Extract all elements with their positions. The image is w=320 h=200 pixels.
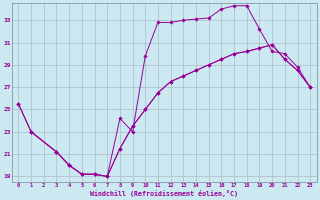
X-axis label: Windchill (Refroidissement éolien,°C): Windchill (Refroidissement éolien,°C) xyxy=(90,190,238,197)
